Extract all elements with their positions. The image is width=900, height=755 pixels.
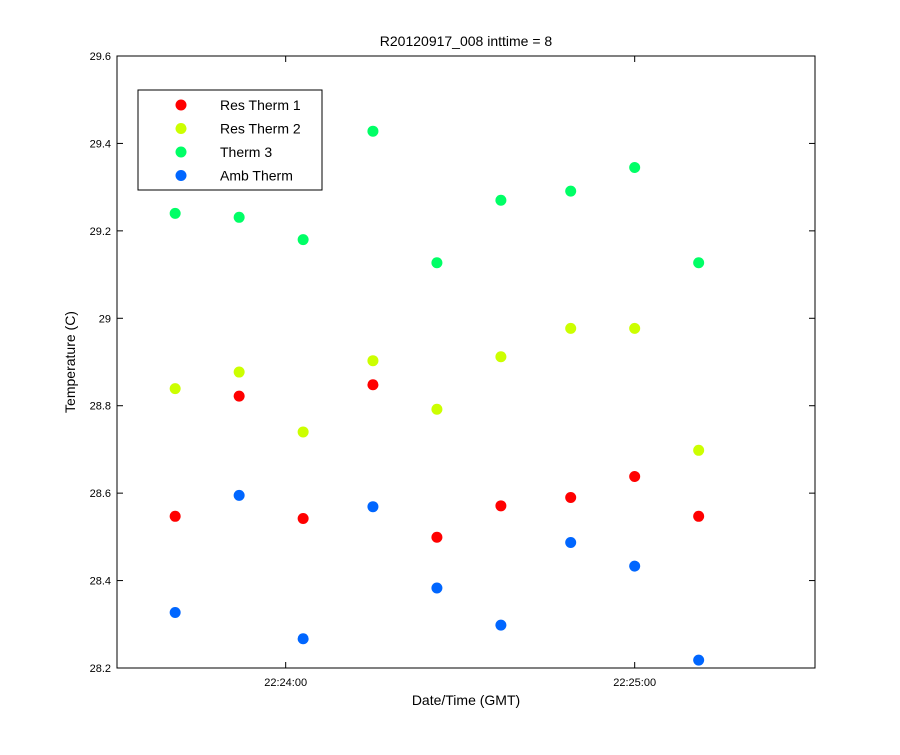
data-point <box>565 322 577 334</box>
data-point <box>431 257 443 269</box>
series-layer <box>169 125 705 666</box>
data-point <box>495 194 507 206</box>
legend-label: Amb Therm <box>220 168 293 184</box>
data-point <box>495 351 507 363</box>
data-point <box>297 512 309 524</box>
legend-label: Res Therm 1 <box>220 97 301 113</box>
data-point <box>297 234 309 246</box>
data-point <box>297 633 309 645</box>
data-point <box>367 125 379 137</box>
data-point <box>169 207 181 219</box>
data-point <box>565 537 577 549</box>
data-point <box>367 379 379 391</box>
x-tick-label: 22:25:00 <box>613 677 656 689</box>
data-point <box>297 426 309 438</box>
legend-box <box>137 89 323 191</box>
x-axis-ticks: 22:24:00 22:25:00 <box>264 56 656 689</box>
y-axis-label: Temperature (C) <box>62 311 78 413</box>
data-point <box>431 531 443 543</box>
y-tick-label: 29.6 <box>90 51 111 63</box>
y-tick-label: 28.8 <box>90 401 111 413</box>
y-tick-label: 28.6 <box>90 488 111 500</box>
series-amb-therm <box>169 489 705 666</box>
data-point <box>565 185 577 197</box>
chart-title: R20120917_008 inttime = 8 <box>380 33 553 49</box>
legend: Res Therm 1 Res Therm 2 Therm 3 Amb Therm <box>137 89 323 191</box>
y-tick-label: 29.2 <box>90 226 111 238</box>
legend-marker <box>175 123 187 134</box>
y-tick-label: 29 <box>99 313 111 325</box>
data-point <box>431 582 443 594</box>
data-point <box>693 444 705 456</box>
y-tick-label: 28.4 <box>90 576 111 588</box>
data-point <box>629 560 641 572</box>
data-point <box>431 403 443 415</box>
series-therm-3 <box>169 125 705 269</box>
data-point <box>233 366 245 378</box>
data-point <box>693 510 705 522</box>
data-point <box>169 383 181 395</box>
legend-label: Res Therm 2 <box>220 121 301 137</box>
data-point <box>629 471 641 483</box>
x-axis-label: Date/Time (GMT) <box>412 692 520 708</box>
data-point <box>233 390 245 402</box>
data-point <box>169 510 181 522</box>
series-res-therm-2 <box>169 322 705 456</box>
data-point <box>233 211 245 223</box>
legend-label: Therm 3 <box>220 144 272 160</box>
x-tick-label: 22:24:00 <box>264 677 307 689</box>
data-point <box>693 654 705 666</box>
y-axis-ticks: 28.2 28.4 28.6 28.8 29 29.2 29.4 29.6 <box>90 51 815 675</box>
data-point <box>367 501 379 513</box>
legend-marker <box>175 170 187 181</box>
legend-marker <box>175 99 187 111</box>
data-point <box>629 322 641 334</box>
y-tick-label: 29.4 <box>90 138 111 150</box>
data-point <box>495 619 507 631</box>
legend-marker <box>175 146 187 158</box>
series-res-therm-1 <box>169 379 705 543</box>
data-point <box>629 161 641 173</box>
data-point <box>169 606 181 618</box>
data-point <box>693 257 705 269</box>
data-point <box>565 492 577 504</box>
data-point <box>233 489 245 501</box>
data-point <box>495 500 507 512</box>
data-point <box>367 355 379 367</box>
y-tick-label: 28.2 <box>90 663 111 675</box>
